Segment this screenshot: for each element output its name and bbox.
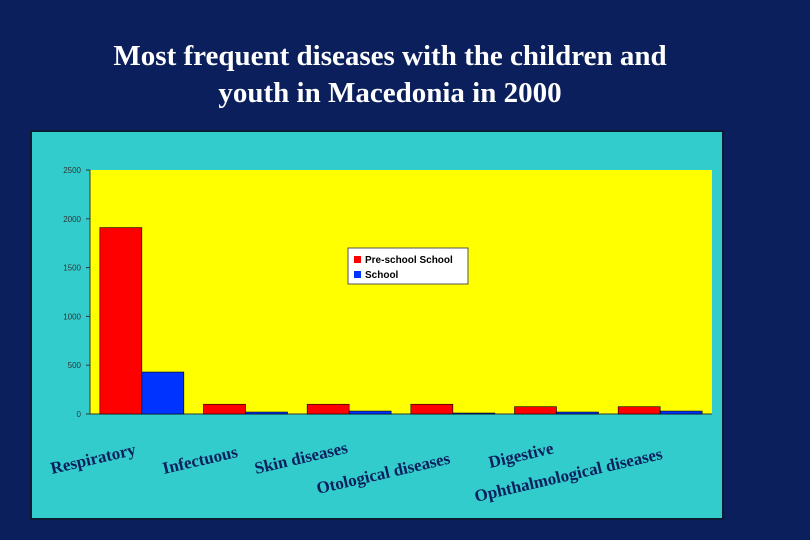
bar-chart: 0 500 1000 1500 2000 2500 Pre-school School Sch… [49, 166, 712, 506]
bar-preschool-1 [203, 403, 246, 415]
y-tick-label: 2000 [63, 215, 81, 224]
bar-preschool-4 [514, 406, 557, 415]
y-tick-label: 1500 [63, 264, 81, 273]
y-tick-label: 2500 [63, 166, 81, 175]
bar-preschool-3 [410, 403, 454, 415]
bar-school-1 [245, 411, 288, 415]
legend-label-1: School [365, 270, 399, 281]
bar-preschool-0 [99, 227, 143, 415]
y-tick-label: 500 [68, 361, 82, 370]
category-label-0: Respiratory [49, 440, 138, 478]
legend [347, 247, 469, 285]
slide-title-line-2: youth in Macedonia in 2000 [218, 77, 562, 109]
bar-school-0 [141, 371, 185, 415]
legend-label-0: Pre-school School [365, 255, 453, 266]
category-label-4: Digestive [487, 438, 556, 471]
legend-swatch-1 [354, 271, 361, 278]
bar-preschool-5 [617, 406, 661, 415]
bar-school-3 [452, 412, 496, 415]
slide-title: Most frequent diseases with the children… [0, 38, 780, 112]
slide-title-line-1: Most frequent diseases with the children… [113, 40, 667, 72]
bar-school-5 [659, 410, 703, 415]
legend-swatch-0 [354, 256, 361, 263]
category-label-2: Skin diseases [253, 438, 350, 478]
y-tick-label: 0 [77, 410, 82, 419]
y-tick-label: 1000 [63, 312, 81, 321]
chart-frame: 0 500 1000 1500 2000 2500 Pre-school School Sch… [30, 130, 724, 520]
plot-area [90, 170, 712, 414]
category-label-1: Infectuous [161, 442, 240, 478]
bar-school-2 [348, 410, 392, 415]
bar-preschool-2 [306, 403, 350, 415]
bar-school-4 [556, 411, 599, 415]
